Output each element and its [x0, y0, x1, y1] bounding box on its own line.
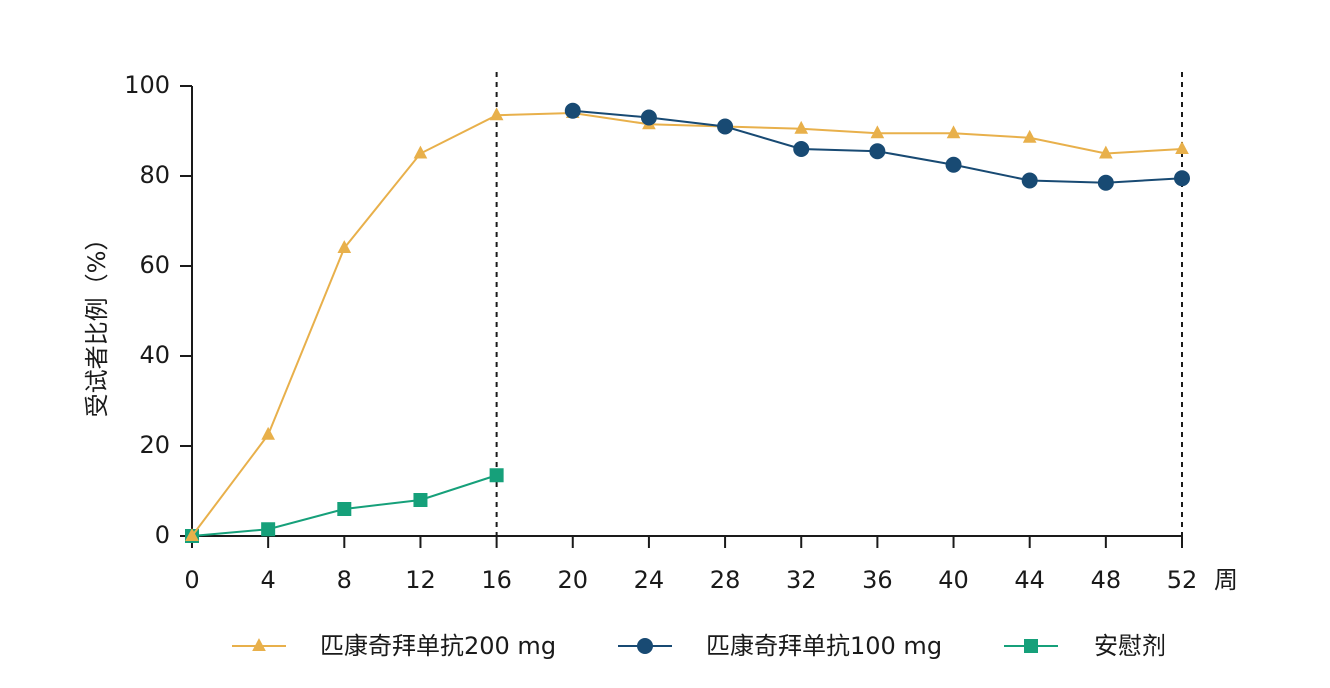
data-point	[1174, 170, 1190, 187]
data-point	[337, 502, 352, 516]
data-point	[945, 156, 962, 173]
y-tick-label: 100	[124, 71, 170, 99]
x-tick-label: 32	[786, 566, 817, 594]
legend-label: 匹康奇拜单抗100 mg	[706, 632, 942, 660]
series-layer	[185, 102, 1190, 543]
legend-marker	[252, 638, 266, 652]
y-axis-title: 受试者比例（%）	[83, 227, 111, 418]
data-point	[261, 426, 275, 440]
legend-item: 匹康奇拜单抗100 mg	[618, 632, 942, 660]
x-tick-label: 0	[184, 566, 199, 594]
x-tick-label: 36	[862, 566, 893, 594]
x-axis-title: 周	[1214, 566, 1238, 594]
x-tick-label: 28	[710, 566, 741, 594]
y-tick-label: 0	[155, 521, 170, 549]
data-point	[489, 107, 504, 121]
data-point	[1099, 145, 1113, 159]
series-1	[564, 102, 1190, 191]
x-tick-label: 52	[1167, 566, 1198, 594]
data-point	[489, 468, 504, 483]
legend-item: 匹康奇拜单抗200 mg	[232, 632, 556, 660]
y-tick-label: 60	[139, 251, 170, 279]
legend: 匹康奇拜单抗200 mg 匹康奇拜单抗100 mg 安慰剂	[232, 632, 1166, 660]
data-point	[640, 109, 657, 126]
y-tick-label: 20	[139, 431, 170, 459]
x-tick-label: 8	[337, 566, 352, 594]
data-point	[717, 118, 734, 135]
data-point	[413, 493, 428, 507]
data-point	[869, 143, 886, 160]
legend-label: 匹康奇拜单抗200 mg	[320, 632, 556, 660]
data-point	[793, 141, 810, 157]
x-tick-label: 16	[481, 566, 512, 594]
x-tick-label: 12	[405, 566, 436, 594]
series-line	[191, 111, 1183, 537]
legend-marker	[637, 638, 653, 654]
x-tick-label: 4	[261, 566, 276, 594]
data-point	[1021, 172, 1038, 189]
series-0	[185, 105, 1189, 542]
legend-label: 安慰剂	[1094, 632, 1166, 660]
x-tick-label: 24	[634, 566, 665, 594]
legend-marker	[1024, 639, 1038, 653]
data-point	[1097, 174, 1114, 191]
data-point	[185, 528, 199, 542]
data-point	[1175, 141, 1189, 155]
reference-lines	[495, 72, 1183, 536]
data-point	[337, 240, 352, 254]
x-tick-label: 48	[1091, 566, 1122, 594]
x-tick-label: 20	[557, 566, 588, 594]
data-point	[794, 120, 809, 134]
data-point	[261, 522, 276, 537]
y-tick-label: 40	[139, 341, 170, 369]
legend-item: 安慰剂	[1004, 632, 1166, 660]
data-point	[564, 102, 581, 119]
data-point	[946, 125, 961, 139]
data-point	[413, 145, 428, 159]
y-tick-label: 80	[139, 161, 170, 189]
data-point	[1022, 129, 1037, 143]
data-point	[870, 125, 885, 139]
x-tick-label: 40	[938, 566, 969, 594]
x-tick-label: 44	[1014, 566, 1045, 594]
